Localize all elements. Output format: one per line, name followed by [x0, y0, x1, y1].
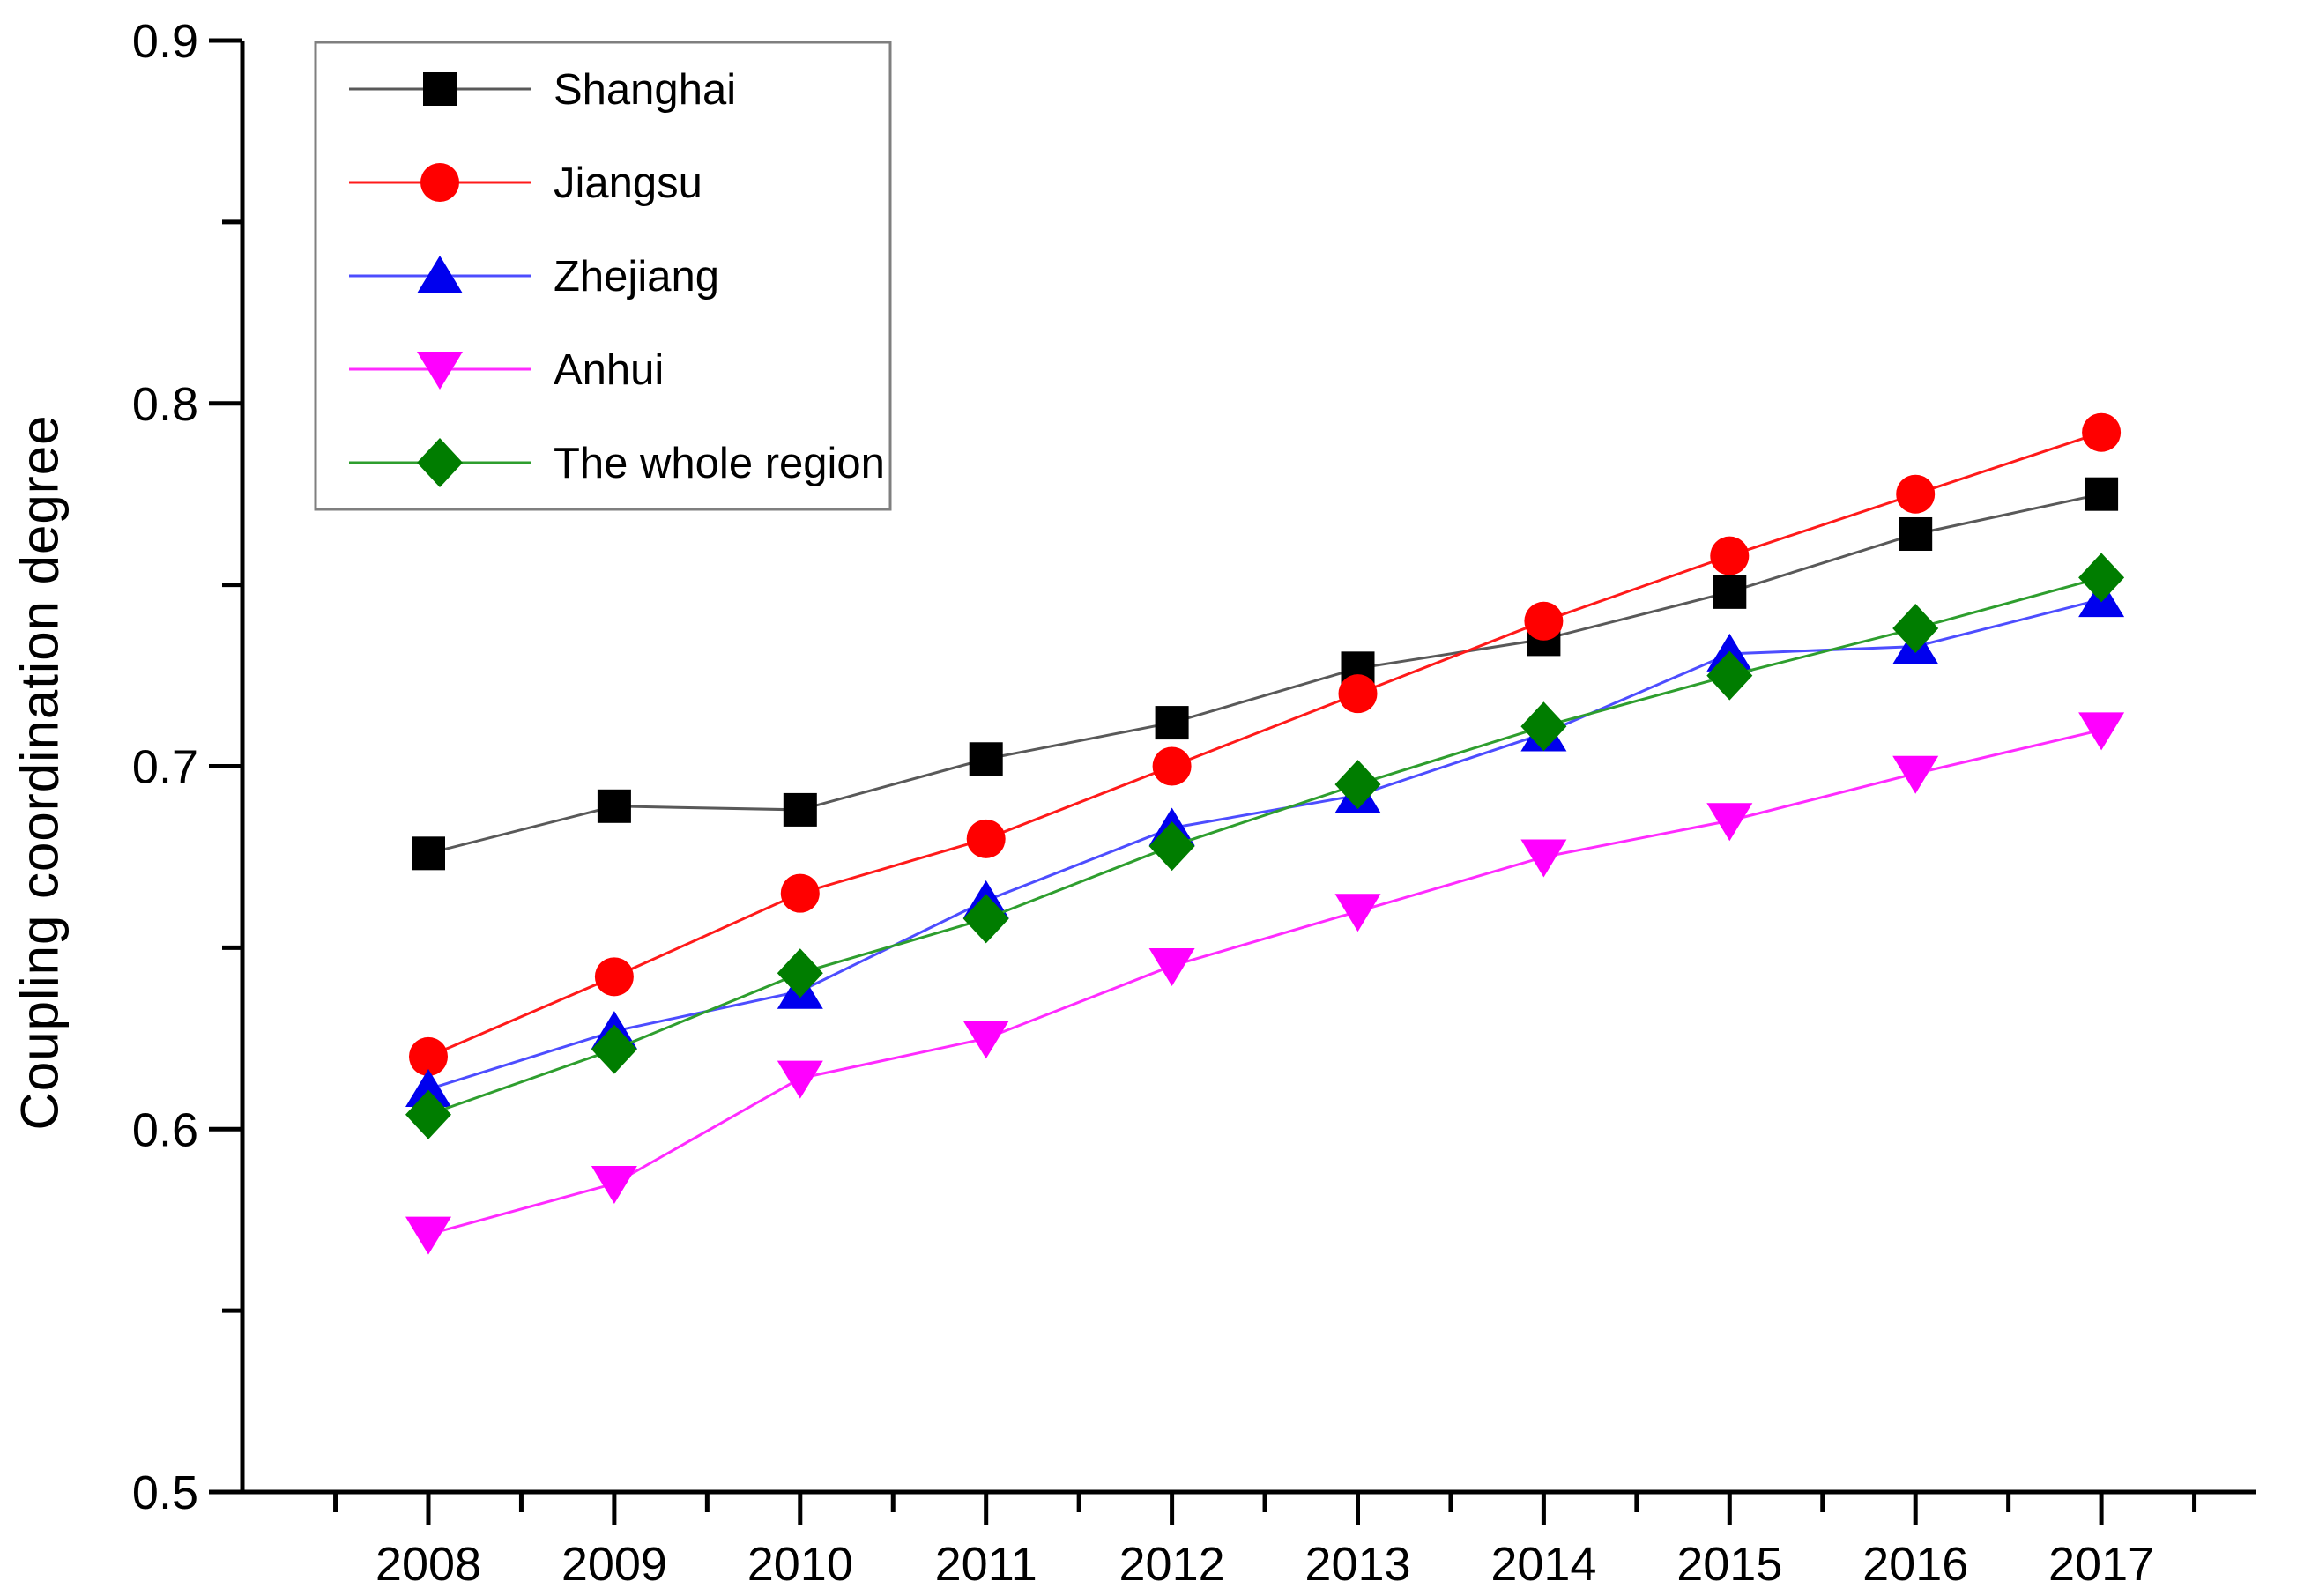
x-tick-label: 2009: [561, 1538, 667, 1591]
x-tick-label: 2010: [747, 1538, 853, 1591]
legend-label: Zhejiang: [554, 253, 719, 301]
series-line-the-whole-region: [427, 575, 2102, 1117]
data-point-the-whole-region: [2078, 553, 2125, 603]
data-point-jiangsu: [966, 819, 1006, 858]
x-tick-label: 2008: [375, 1538, 481, 1591]
data-point-jiangsu: [1896, 474, 1936, 514]
data-point-shanghai: [1155, 706, 1189, 740]
data-point-the-whole-region: [1892, 604, 1939, 654]
y-tick-label: 0.8: [132, 378, 198, 431]
y-axis-title: Coupling coordination degree: [10, 414, 70, 1131]
data-point-shanghai: [597, 789, 631, 823]
data-point-shanghai: [1899, 516, 1933, 551]
data-point-the-whole-region: [962, 894, 1009, 944]
y-tick-label: 0.6: [132, 1103, 198, 1156]
data-point-jiangsu: [1152, 746, 1192, 786]
data-point-the-whole-region: [1334, 760, 1381, 810]
data-point-jiangsu: [594, 957, 634, 997]
data-point-the-whole-region: [1706, 650, 1753, 701]
legend-label: The whole region: [554, 440, 885, 487]
data-point-jiangsu: [1338, 674, 1378, 714]
x-tick-label: 2013: [1304, 1538, 1410, 1591]
y-tick-label: 0.9: [132, 15, 198, 68]
x-tick-label: 2017: [2048, 1538, 2154, 1591]
data-point-the-whole-region: [591, 1024, 637, 1074]
legend-label: Anhui: [554, 346, 664, 394]
data-point-shanghai: [969, 742, 1003, 776]
legend-label: Jiangsu: [554, 160, 702, 207]
series-line-anhui: [427, 728, 2102, 1236]
data-point-anhui: [962, 1021, 1009, 1059]
data-point-anhui: [405, 1216, 451, 1255]
data-point-jiangsu: [1524, 601, 1564, 641]
x-tick-label: 2012: [1119, 1538, 1225, 1591]
data-point-shanghai: [2085, 477, 2119, 511]
data-point-anhui: [1148, 947, 1195, 986]
legend-label: Shanghai: [554, 66, 736, 114]
x-tick-label: 2016: [1862, 1538, 1968, 1591]
data-point-anhui: [1706, 803, 1753, 842]
data-point-anhui: [1892, 755, 1939, 794]
series-line-shanghai: [427, 493, 2102, 855]
data-point-the-whole-region: [1148, 821, 1195, 872]
data-point-anhui: [1334, 894, 1381, 932]
data-point-jiangsu: [409, 1036, 448, 1076]
data-point-the-whole-region: [1520, 701, 1567, 752]
series-line-jiangsu: [427, 431, 2102, 1058]
triangle-up-icon: [417, 256, 463, 293]
data-point-the-whole-region: [405, 1089, 451, 1139]
data-point-shanghai: [1713, 575, 1747, 609]
triangle-down-icon: [417, 352, 463, 390]
data-point-anhui: [1520, 839, 1567, 878]
square-icon: [423, 72, 457, 106]
data-point-shanghai: [412, 836, 445, 871]
data-point-the-whole-region: [777, 948, 823, 998]
data-point-jiangsu: [2082, 412, 2122, 452]
y-tick-label: 0.7: [132, 741, 198, 794]
y-tick-label: 0.5: [132, 1466, 198, 1519]
x-tick-label: 2011: [935, 1538, 1037, 1591]
circle-icon: [420, 163, 459, 202]
data-point-shanghai: [783, 792, 817, 827]
series-line-zhejiang: [427, 598, 2102, 1091]
data-point-jiangsu: [780, 873, 820, 913]
diamond-icon: [417, 438, 463, 487]
data-point-anhui: [2078, 712, 2125, 751]
data-point-jiangsu: [1710, 536, 1750, 575]
data-point-anhui: [777, 1060, 823, 1099]
x-tick-label: 2014: [1490, 1538, 1596, 1591]
data-point-anhui: [591, 1166, 637, 1205]
x-tick-label: 2015: [1676, 1538, 1782, 1591]
data-point-zhejiang: [405, 1068, 451, 1107]
